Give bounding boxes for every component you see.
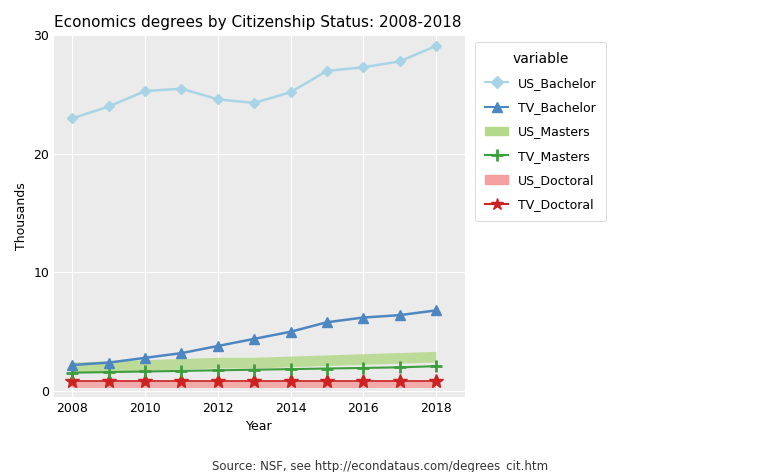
TV_Bachelor (395, 312, 404, 318)
TV_Doctoral (359, 378, 368, 384)
US_Bachelor (286, 89, 295, 95)
TV_Doctoral (286, 378, 295, 384)
US_Bachelor (141, 88, 150, 94)
TV_Masters (249, 367, 258, 372)
TV_Masters (395, 364, 404, 370)
TV_Masters (68, 370, 77, 376)
X-axis label: Year: Year (246, 421, 273, 433)
TV_Masters (177, 368, 186, 374)
TV_Doctoral (432, 378, 441, 384)
Line: US_Bachelor: US_Bachelor (69, 42, 439, 122)
TV_Doctoral (214, 378, 223, 384)
TV_Bachelor (214, 343, 223, 349)
TV_Bachelor (68, 362, 77, 368)
TV_Masters (286, 366, 295, 372)
TV_Masters (432, 363, 441, 369)
TV_Doctoral (68, 378, 77, 384)
Line: TV_Doctoral: TV_Doctoral (65, 374, 443, 388)
TV_Doctoral (395, 378, 404, 384)
TV_Doctoral (141, 378, 150, 384)
US_Bachelor (68, 116, 77, 121)
TV_Bachelor (432, 308, 441, 313)
TV_Masters (141, 369, 150, 374)
TV_Bachelor (249, 336, 258, 342)
TV_Doctoral (249, 378, 258, 384)
TV_Bachelor (177, 350, 186, 356)
US_Bachelor (249, 100, 258, 106)
Text: Source: NSF, see http://econdataus.com/degrees_cit.htm: Source: NSF, see http://econdataus.com/d… (212, 460, 548, 472)
TV_Bachelor (104, 360, 113, 365)
Y-axis label: Thousands: Thousands (15, 182, 28, 250)
TV_Bachelor (141, 355, 150, 361)
Text: Economics degrees by Citizenship Status: 2008-2018: Economics degrees by Citizenship Status:… (54, 15, 462, 30)
TV_Doctoral (322, 378, 331, 384)
US_Bachelor (214, 97, 223, 102)
TV_Masters (359, 365, 368, 371)
Legend: US_Bachelor, TV_Bachelor, US_Masters, TV_Masters, US_Doctoral, TV_Doctoral: US_Bachelor, TV_Bachelor, US_Masters, TV… (475, 42, 606, 221)
TV_Masters (322, 366, 331, 371)
TV_Doctoral (177, 378, 186, 384)
US_Bachelor (395, 59, 404, 64)
TV_Bachelor (286, 329, 295, 335)
TV_Bachelor (359, 315, 368, 320)
US_Bachelor (432, 43, 441, 49)
US_Bachelor (177, 86, 186, 92)
TV_Doctoral (104, 378, 113, 384)
Line: TV_Masters: TV_Masters (66, 360, 442, 379)
Line: TV_Bachelor: TV_Bachelor (68, 305, 441, 370)
TV_Bachelor (322, 320, 331, 325)
US_Bachelor (104, 104, 113, 110)
TV_Masters (104, 369, 113, 375)
US_Bachelor (359, 65, 368, 70)
US_Bachelor (322, 68, 331, 74)
TV_Masters (214, 368, 223, 373)
